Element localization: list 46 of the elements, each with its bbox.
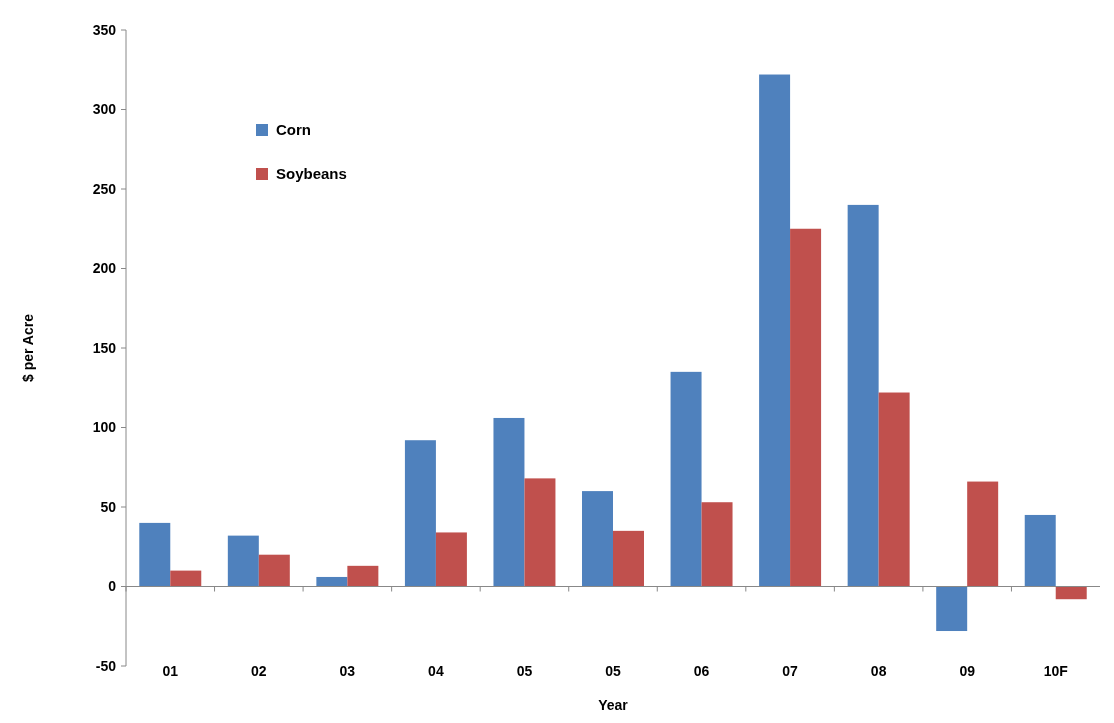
x-tick-label: 05 <box>605 662 621 679</box>
y-tick-label: 50 <box>100 498 117 515</box>
x-tick-label: 02 <box>251 662 267 679</box>
bar <box>258 554 290 587</box>
y-tick-label: 100 <box>92 419 117 436</box>
bar <box>524 478 556 587</box>
x-tick-label: 03 <box>339 662 356 679</box>
bar <box>139 522 171 587</box>
y-tick-label: -50 <box>95 657 117 674</box>
y-axis-title: $ per Acre <box>20 313 36 382</box>
bar <box>1055 586 1087 600</box>
x-tick-label: 01 <box>162 662 179 679</box>
x-tick-label: 04 <box>428 662 444 679</box>
x-tick-label: 07 <box>782 662 799 679</box>
bar <box>878 392 910 587</box>
y-tick-label: 250 <box>92 180 117 197</box>
bar <box>701 502 733 587</box>
y-tick-label: 350 <box>92 21 117 38</box>
bar <box>1024 514 1056 587</box>
y-tick-label: 0 <box>108 578 117 595</box>
y-tick-label: 200 <box>92 260 117 277</box>
bar <box>613 530 644 587</box>
x-tick-label: 10F <box>1043 662 1069 679</box>
bar <box>759 74 791 587</box>
x-tick-label: 08 <box>870 662 887 679</box>
x-tick-label: 06 <box>693 662 710 679</box>
bar <box>493 417 525 587</box>
bar <box>435 532 467 587</box>
x-axis-title: Year <box>598 697 629 713</box>
bar <box>347 565 379 587</box>
bar <box>936 586 968 632</box>
bar <box>847 204 879 587</box>
bar <box>582 491 613 587</box>
bar <box>170 570 202 587</box>
legend-label: Soybeans <box>276 165 347 183</box>
y-tick-label: 300 <box>92 101 117 118</box>
bar <box>670 371 702 587</box>
bar <box>316 576 348 587</box>
x-tick-label: 09 <box>959 662 976 679</box>
x-tick-label: 05 <box>516 662 533 679</box>
y-tick-label: 150 <box>92 339 117 356</box>
bar <box>227 535 259 587</box>
bar <box>967 481 999 587</box>
bar <box>790 228 822 587</box>
bar <box>404 440 436 587</box>
legend-label: Corn <box>276 121 311 139</box>
